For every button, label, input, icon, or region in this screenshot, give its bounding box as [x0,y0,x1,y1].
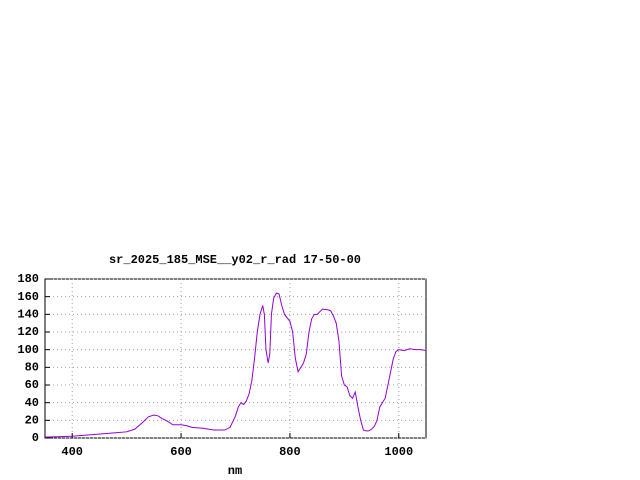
x-axis-label: nm [228,464,242,478]
y-tick-label: 40 [25,396,39,410]
y-tick-label: 20 [25,414,39,428]
y-tick-label: 0 [32,431,39,445]
x-tick-label: 800 [279,445,301,459]
y-tick-label: 180 [17,272,39,286]
x-tick-label: 600 [170,445,192,459]
data-line [44,292,427,438]
x-tick-label: 400 [61,445,83,459]
y-tick-label: 100 [17,343,39,357]
y-tick-label: 80 [25,361,39,375]
plot-frame [44,278,427,439]
y-tick-label: 160 [17,290,39,304]
y-tick-label: 120 [17,325,39,339]
y-tick-label: 140 [17,308,39,322]
x-tick-label: 1000 [384,445,413,459]
chart-title: sr_2025_185_MSE__y02_r_rad 17-50-00 [109,253,361,267]
y-tick-label: 60 [25,378,39,392]
